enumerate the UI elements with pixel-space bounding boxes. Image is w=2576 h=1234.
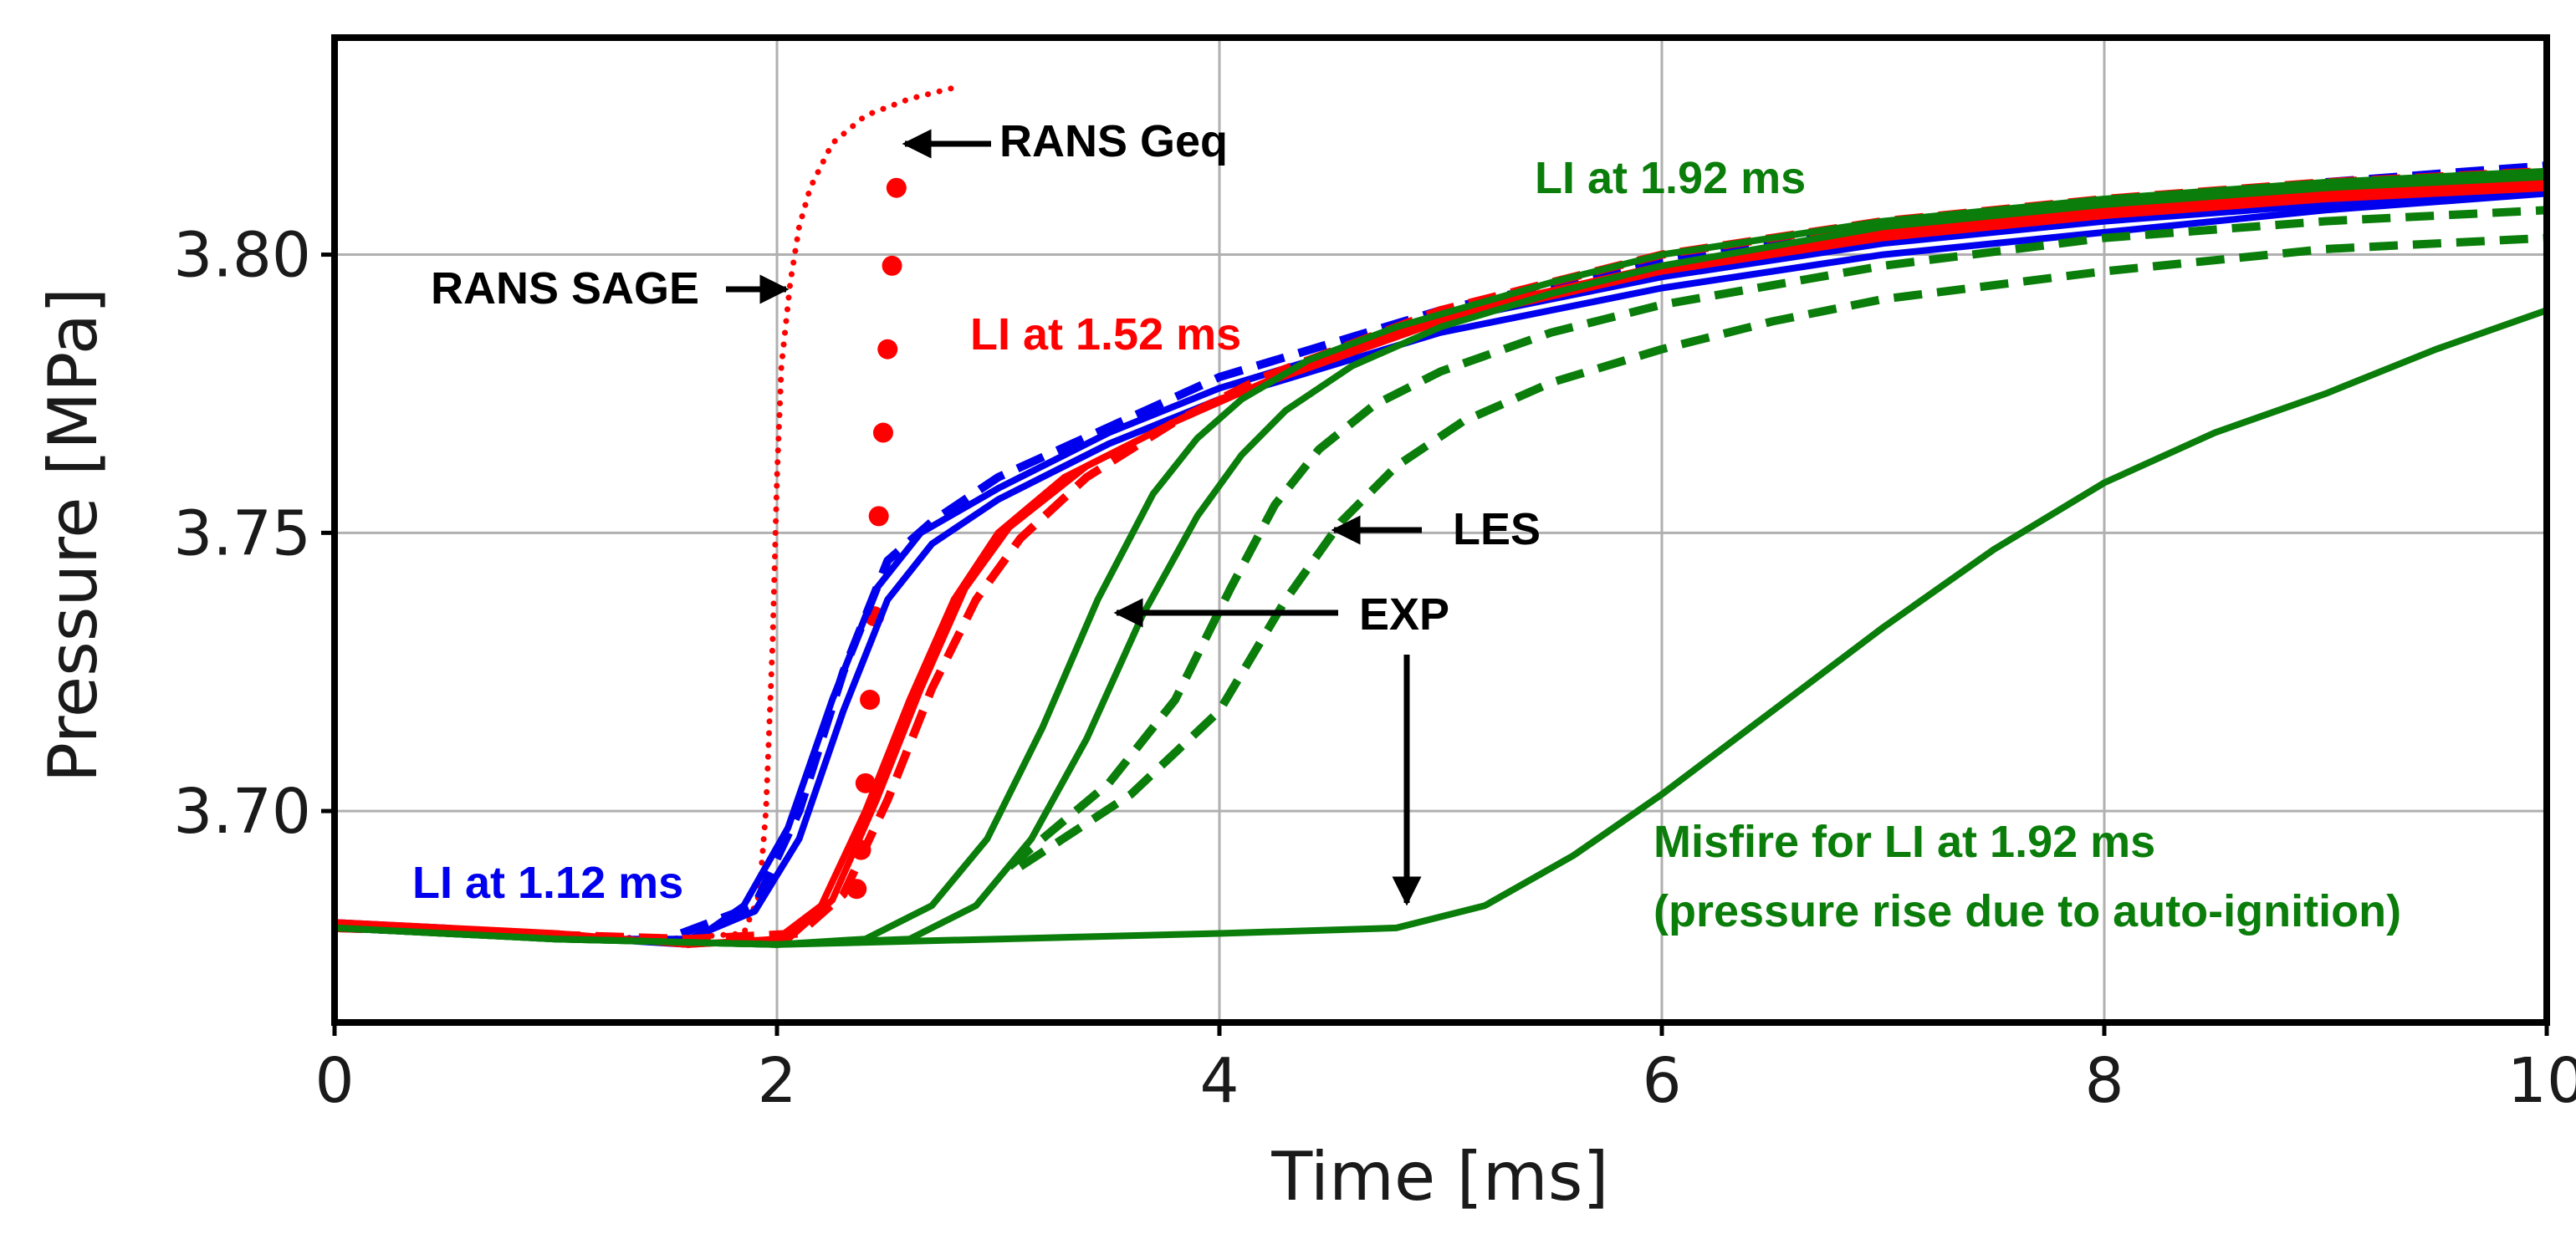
annotation-li-112: LI at 1.12 ms <box>412 858 683 908</box>
axis-ticks: 0 2 4 6 8 10 3.70 3.75 3.80 <box>173 220 2576 1117</box>
series-rans-geq-point <box>860 689 881 710</box>
x-tick-label: 10 <box>2507 1045 2576 1117</box>
series-rans-geq-point <box>868 506 889 527</box>
annotations: RANS SAGE RANS Geq LI at 1.52 ms LI at 1… <box>412 116 2401 936</box>
series-rans-geq-point <box>886 177 907 198</box>
annotation-les: LES <box>1453 504 1541 554</box>
series-rans-sage <box>335 84 958 942</box>
series-rans-geq-point <box>872 422 893 443</box>
series-rans-geq-point <box>877 339 898 359</box>
annotation-li-152: LI at 1.52 ms <box>970 309 1241 359</box>
y-tick-label: 3.70 <box>173 776 311 848</box>
series-rans-geq-point <box>855 773 876 793</box>
annotation-misfire: Misfire for LI at 1.92 ms <box>1653 817 2155 867</box>
annotation-misfire-note: (pressure rise due to auto-ignition) <box>1653 886 2401 936</box>
series-rans-geq-point <box>882 255 902 276</box>
series-li-1-92-ms-les-b <box>1018 233 2547 870</box>
y-axis-title: Pressure [MPa] <box>34 288 112 783</box>
plot-area <box>335 84 2547 948</box>
x-axis-title: Time [ms] <box>1270 1138 1608 1216</box>
x-tick-label: 2 <box>757 1045 796 1117</box>
x-tick-label: 0 <box>314 1045 354 1117</box>
annotation-exp: EXP <box>1359 589 1449 640</box>
annotation-li-192: LI at 1.92 ms <box>1535 153 1806 203</box>
y-tick-label: 3.80 <box>173 220 311 292</box>
annotation-rans-geq: RANS Geq <box>999 116 1228 166</box>
series-li-1-52-ms-exp-b <box>335 179 2547 948</box>
x-tick-label: 4 <box>1199 1045 1239 1117</box>
series-misfire-for-li-at-1-92-ms <box>335 307 2547 948</box>
x-tick-label: 6 <box>1642 1045 1681 1117</box>
x-tick-label: 8 <box>2084 1045 2124 1117</box>
plot-frame <box>331 34 2550 1026</box>
annotation-rans-sage: RANS SAGE <box>431 263 699 314</box>
series-li-1-92-ms-les-a <box>1006 206 2547 870</box>
y-tick-label: 3.75 <box>173 497 311 569</box>
